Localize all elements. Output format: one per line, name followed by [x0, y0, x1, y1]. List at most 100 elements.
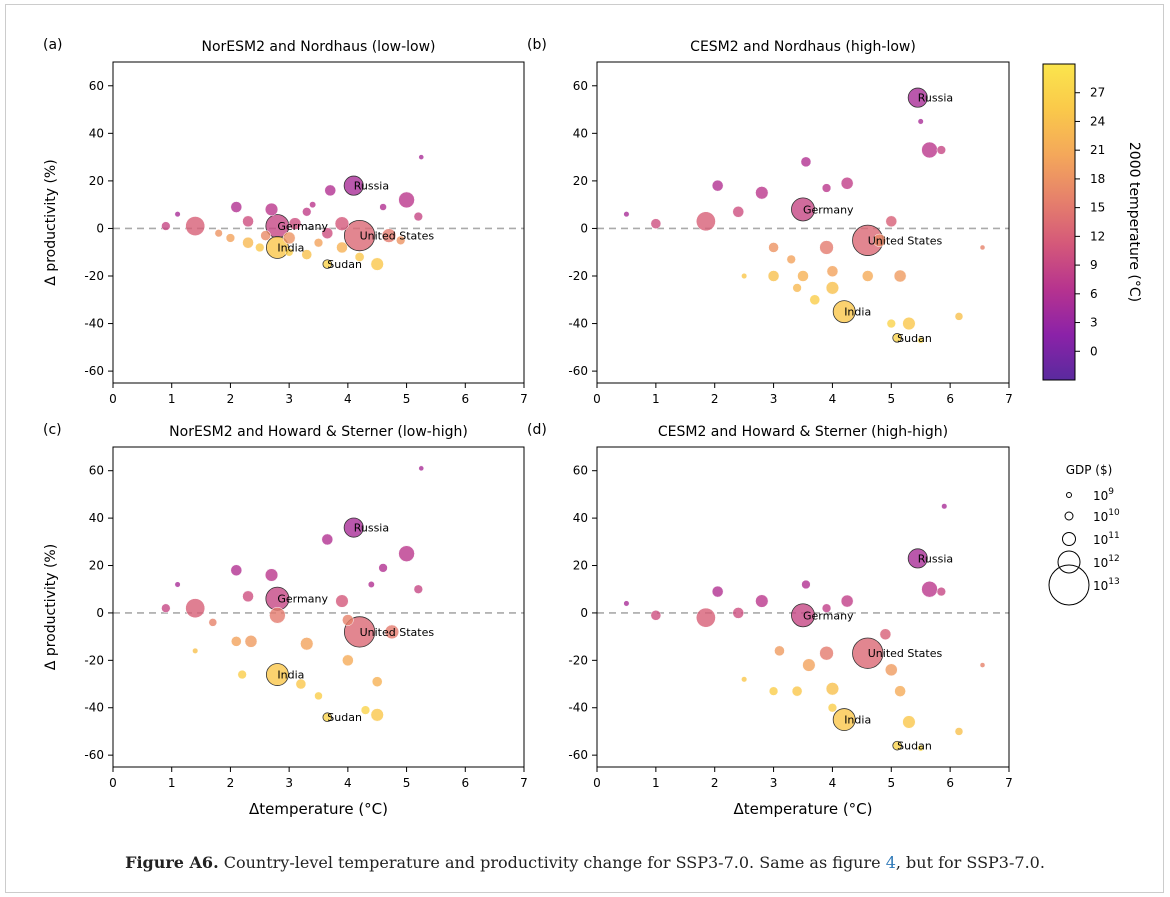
country-point	[313, 238, 324, 248]
country-label: United States	[868, 647, 943, 660]
country-point-united-states	[343, 219, 376, 252]
country-label: India	[277, 241, 304, 254]
country-point-germany	[791, 197, 815, 222]
x-tick-label: 7	[520, 776, 528, 790]
size-legend-base: 10	[1093, 556, 1108, 570]
country-point	[342, 614, 354, 626]
x-tick-label: 1	[168, 392, 176, 406]
figure-canvas: (a) NorESM2 and Nordhaus (low-low) Russia G…	[43, 37, 1142, 818]
y-tick-label: 0	[96, 606, 104, 620]
caption-text: Country-level temperature and productivi…	[218, 853, 886, 872]
country-point	[941, 503, 948, 510]
y-tick-label: -20	[84, 269, 104, 283]
country-point	[809, 294, 821, 306]
country-point	[242, 590, 254, 603]
country-label: Sudan	[897, 332, 932, 345]
country-point	[161, 603, 171, 613]
plot-area	[113, 447, 524, 767]
panel-letter: (d)	[527, 422, 547, 438]
x-tick-label: 1	[652, 392, 660, 406]
country-point	[821, 183, 832, 193]
country-point	[398, 545, 415, 562]
caption-label: Figure A6.	[125, 853, 219, 872]
country-point-germany	[791, 603, 815, 628]
country-point	[767, 270, 780, 282]
x-tick-label: 0	[593, 776, 601, 790]
y-tick-label: 40	[89, 511, 104, 525]
x-tick-label: 3	[285, 392, 293, 406]
x-tick-label: 6	[461, 392, 469, 406]
country-point	[741, 676, 748, 683]
country-point	[827, 703, 838, 713]
country-label: Sudan	[327, 711, 362, 724]
country-point	[650, 610, 662, 621]
country-point	[370, 257, 384, 271]
country-point	[711, 179, 724, 192]
country-point	[894, 685, 906, 697]
country-label: India	[844, 714, 871, 727]
country-point	[861, 270, 874, 282]
country-point-sudan	[322, 259, 333, 269]
y-tick-label: -20	[568, 269, 588, 283]
country-point	[208, 618, 218, 627]
x-tick-label: 5	[403, 776, 411, 790]
country-point	[370, 708, 384, 722]
x-tick-label: 7	[1005, 392, 1013, 406]
country-point	[418, 465, 425, 472]
country-point	[696, 211, 716, 232]
country-point	[309, 201, 317, 209]
country-point	[288, 217, 302, 230]
country-point	[755, 594, 769, 608]
y-tick-label: -40	[568, 701, 588, 715]
panel-title: CESM2 and Nordhaus (high-low)	[690, 39, 916, 55]
country-point-sudan	[892, 333, 902, 343]
x-tick-label: 6	[461, 776, 469, 790]
country-point-russia	[907, 548, 928, 569]
size-legend-exponent: 10	[1108, 508, 1120, 518]
x-tick-label: 4	[829, 392, 837, 406]
country-point	[786, 254, 796, 264]
x-tick-label: 2	[227, 392, 235, 406]
country-label: Russia	[918, 552, 953, 565]
size-legend-base: 10	[1093, 489, 1108, 503]
y-tick-label: -40	[84, 317, 104, 331]
country-point	[893, 269, 907, 283]
country-point	[819, 646, 834, 661]
x-tick-label: 5	[403, 392, 411, 406]
country-label: India	[844, 306, 871, 319]
country-point-india	[265, 663, 289, 686]
country-point	[936, 586, 946, 597]
country-label: Germany	[277, 220, 328, 233]
caption-figure-link[interactable]: 4	[885, 853, 896, 872]
panel-title: CESM2 and Howard & Sterner (high-high)	[658, 424, 948, 440]
country-label: United States	[360, 626, 435, 639]
country-label: Russia	[354, 180, 389, 193]
panel-letter: (b)	[527, 37, 547, 53]
country-point	[623, 600, 630, 607]
country-point	[917, 118, 924, 125]
country-point	[398, 191, 415, 209]
country-point	[418, 154, 425, 160]
country-point-sudan	[322, 712, 333, 723]
country-point	[879, 628, 892, 641]
y-tick-label: 20	[89, 559, 104, 573]
country-label: India	[277, 669, 304, 682]
country-label: Germany	[803, 203, 854, 216]
country-point	[185, 216, 206, 236]
y-tick-label: -40	[84, 701, 104, 715]
country-point	[413, 584, 423, 594]
y-tick-label: -60	[568, 364, 588, 378]
y-tick-label: -60	[568, 748, 588, 762]
size-legend-marker	[1057, 550, 1081, 574]
country-point	[791, 685, 803, 697]
y-tick-label: 20	[573, 174, 588, 188]
y-tick-label: 60	[573, 464, 588, 478]
country-point	[741, 272, 748, 280]
country-point	[921, 141, 938, 159]
size-legend-label: 109	[1093, 487, 1114, 503]
y-tick-label: 0	[96, 221, 104, 235]
x-tick-label: 4	[344, 392, 352, 406]
country-point-russia	[343, 517, 364, 538]
x-tick-label: 3	[770, 392, 778, 406]
country-point	[921, 580, 938, 598]
